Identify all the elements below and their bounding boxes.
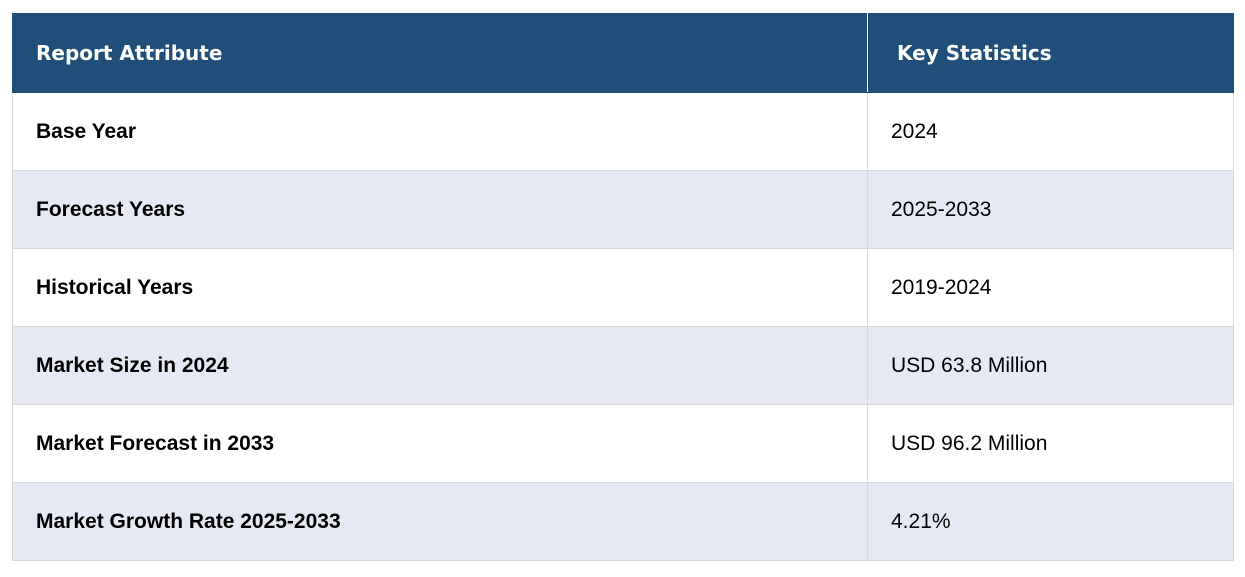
row-value-cell: USD 96.2 Million [867, 404, 1234, 483]
header-report-attribute: Report Attribute [12, 13, 868, 93]
row-attribute-cell: Forecast Years [12, 170, 868, 249]
row-attribute-cell: Market Growth Rate 2025-2033 [12, 482, 868, 561]
row-value-cell: 2019-2024 [867, 248, 1234, 327]
header-key-statistics: Key Statistics [867, 13, 1234, 93]
table-row: Market Size in 2024 USD 63.8 Million [12, 326, 1234, 405]
row-value-cell: 2024 [867, 92, 1234, 171]
row-attribute-cell: Base Year [12, 92, 868, 171]
row-attribute-cell: Historical Years [12, 248, 868, 327]
report-table-container: Report Attribute Key Statistics Base Yea… [12, 13, 1234, 561]
row-value-cell: USD 63.8 Million [867, 326, 1234, 405]
table-row: Base Year 2024 [12, 92, 1234, 171]
table-row: Historical Years 2019-2024 [12, 248, 1234, 327]
row-attribute-cell: Market Size in 2024 [12, 326, 868, 405]
table-row: Forecast Years 2025-2033 [12, 170, 1234, 249]
row-attribute-cell: Market Forecast in 2033 [12, 404, 868, 483]
row-value-cell: 2025-2033 [867, 170, 1234, 249]
table-row: Market Growth Rate 2025-2033 4.21% [12, 482, 1234, 561]
row-value-cell: 4.21% [867, 482, 1234, 561]
table-header-row: Report Attribute Key Statistics [12, 13, 1234, 93]
report-attributes-table: Report Attribute Key Statistics Base Yea… [12, 13, 1234, 561]
table-row: Market Forecast in 2033 USD 96.2 Million [12, 404, 1234, 483]
